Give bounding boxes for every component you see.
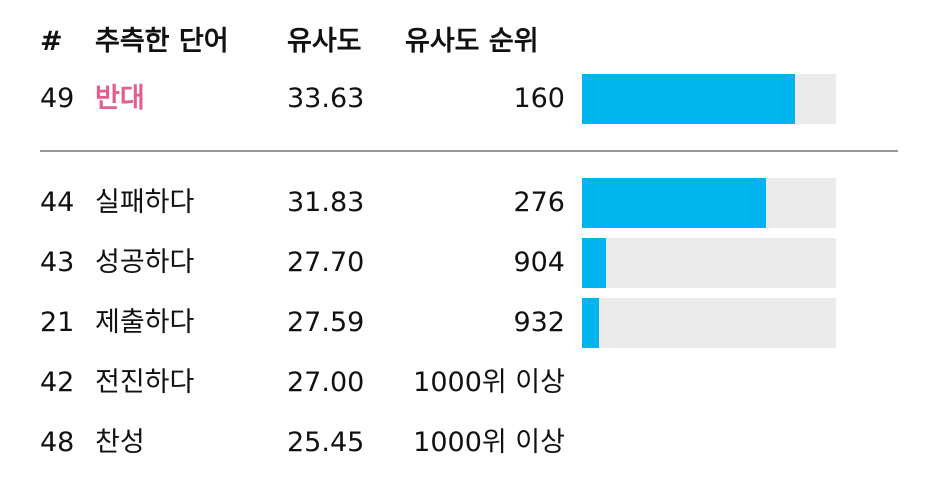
rank: 276: [513, 187, 565, 218]
rank: 1000위 이상: [413, 367, 565, 398]
rank: 1000위 이상: [413, 427, 565, 458]
similarity: 27.59: [287, 307, 365, 338]
guess-word: 반대: [95, 83, 145, 114]
guess-word: 찬성: [95, 427, 145, 458]
similarity: 27.70: [287, 247, 365, 278]
divider: [40, 150, 898, 152]
rank: 932: [513, 307, 565, 338]
guess-number: 44: [40, 187, 75, 218]
rank-bar-track: [582, 74, 836, 124]
similarity: 27.00: [287, 367, 365, 398]
rank: 160: [513, 83, 565, 114]
guess-number: 49: [40, 83, 75, 114]
similarity: 25.45: [287, 427, 365, 458]
guess-number: 48: [40, 427, 75, 458]
guess-number: 43: [40, 247, 75, 278]
rank-bar-track: [582, 238, 836, 288]
guess-word: 실패하다: [95, 187, 195, 218]
guess-word: 제출하다: [95, 307, 195, 338]
guess-word: 성공하다: [95, 247, 195, 278]
rank-bar-track: [582, 178, 836, 228]
rank-bar-track: [582, 298, 836, 348]
rank-bar: [582, 298, 600, 348]
similarity: 33.63: [287, 83, 365, 114]
guess-number: 42: [40, 367, 75, 398]
rank: 904: [513, 247, 565, 278]
rank-bar: [582, 238, 607, 288]
rank-bar: [582, 178, 766, 228]
header-cell: 유사도: [287, 26, 362, 57]
header-cell: #: [40, 26, 63, 57]
similarity: 31.83: [287, 187, 365, 218]
header-cell: 유사도 순위: [405, 26, 539, 57]
guess-word: 전진하다: [95, 367, 195, 398]
rank-bar: [582, 74, 796, 124]
header-cell: 추측한 단어: [95, 26, 229, 57]
guess-number: 21: [40, 307, 75, 338]
